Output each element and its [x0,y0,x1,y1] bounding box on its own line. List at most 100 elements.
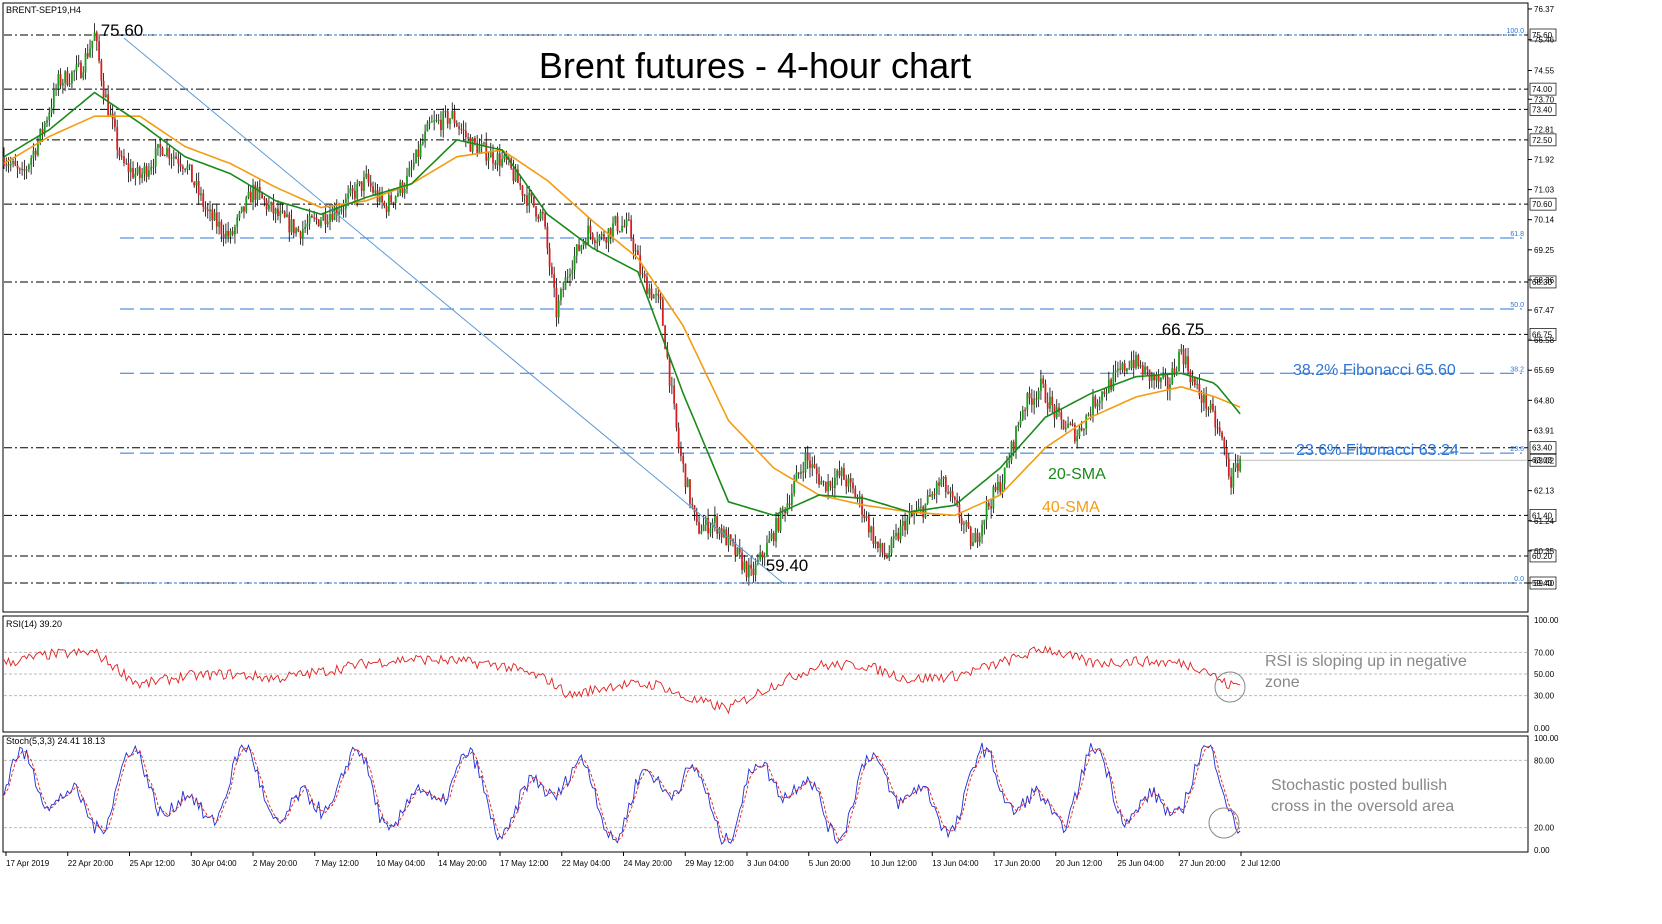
candle-body [1089,414,1092,416]
price-level-tag-text: 74.00 [1532,85,1553,94]
candle-body [252,184,254,203]
candle-body [408,168,411,176]
candle-body [424,131,427,142]
candle-body [607,228,610,243]
candle-body [1006,463,1008,468]
candle-body [519,182,522,186]
price-level-tag-text: 59.40 [1532,579,1553,588]
candle-body [664,325,666,349]
candle-body [1216,427,1219,429]
candle-body [569,273,571,277]
candle-body [908,512,911,519]
candle-body [886,555,888,559]
candle-body [247,191,250,198]
candle-body [421,141,424,144]
candle-body [331,214,334,220]
candle-body [1132,360,1135,368]
price-level-tag [1529,441,1557,455]
candle-body [397,193,399,197]
rsi-axis-label: 50.00 [1534,670,1555,679]
candle-body [141,173,144,179]
candle-body [901,520,904,527]
candle-body [193,182,196,186]
candle-body [528,192,531,206]
candle-body [960,518,963,525]
candle-body [555,287,558,318]
candle-body [469,137,472,152]
candle-body [924,503,927,518]
candle-body [442,111,445,131]
price-level-tag-text: 72.50 [1532,136,1553,145]
time-tick-label: 22 Apr 20:00 [68,859,114,868]
candle-body [657,293,660,296]
candle-body [145,166,148,177]
candle-body [206,209,209,212]
candle-body [220,221,223,234]
candle-body [723,529,725,538]
candle-body [913,513,916,516]
candle-body [899,526,902,540]
candle-body [1017,424,1020,427]
candle-body [1098,400,1101,404]
candle-body [1044,383,1047,403]
candle-body [1028,393,1031,399]
candle-body [229,231,232,237]
candle-body [315,217,318,220]
time-tick-label: 24 May 20:00 [624,859,673,868]
candle-body [1073,424,1076,442]
price-level-tag [1529,328,1557,341]
time-tick-label: 13 Jun 04:00 [932,859,979,868]
candle-body [50,107,53,113]
candle-body [1114,370,1117,373]
candle-body [820,481,823,485]
rsi-label: RSI(14) 39.20 [6,619,62,629]
candle-body [80,62,82,78]
candle-body [532,196,535,207]
candle-body [430,121,433,123]
candle-body [333,206,336,220]
candle-body [288,214,291,233]
candle-body [297,228,300,232]
candle-body [933,493,936,495]
candle-body [1021,409,1024,420]
candle-body [738,547,741,553]
candle-body [21,168,24,170]
candle-body [1035,398,1038,400]
candle-body [659,295,662,300]
candle-body [1239,458,1242,472]
candle-body [215,212,218,227]
candle-body [1001,483,1004,492]
time-tick-label: 17 May 12:00 [500,859,549,868]
candle-body [969,527,972,546]
candle-body [890,538,893,553]
rsi-panel-frame [2,615,1529,733]
candle-body [641,273,644,275]
candle-body [865,516,868,519]
candle-body [566,276,569,278]
symbol-label: BRENT-SEP19,H4 [6,5,81,15]
candle-body [562,289,565,291]
candle-body [594,240,596,244]
time-axis: 17 Apr 2019 22 Apr 20:00 25 Apr 12:00 30 Ap… [5,852,1281,868]
candle-body [747,564,750,578]
candle-body [1205,393,1208,409]
candle-body [274,208,277,214]
candle-body [435,119,438,121]
low-label: 59.40 [766,556,809,575]
time-tick-label: 17 Apr 2019 [6,859,50,868]
candle-body [1123,363,1126,372]
candle-body [181,166,184,169]
candle-body [978,536,981,542]
candle-body [530,192,533,197]
candle-body [410,167,413,169]
candle-body [612,223,614,237]
candle-body [66,71,69,85]
price-level-tag-text: 70.60 [1532,200,1553,209]
price-level-tag-text: 75.60 [1532,31,1553,40]
candle-body [829,481,832,487]
candle-body [104,94,107,98]
candle-body [929,494,931,497]
candle-body [392,202,395,204]
candle-body [281,210,284,212]
